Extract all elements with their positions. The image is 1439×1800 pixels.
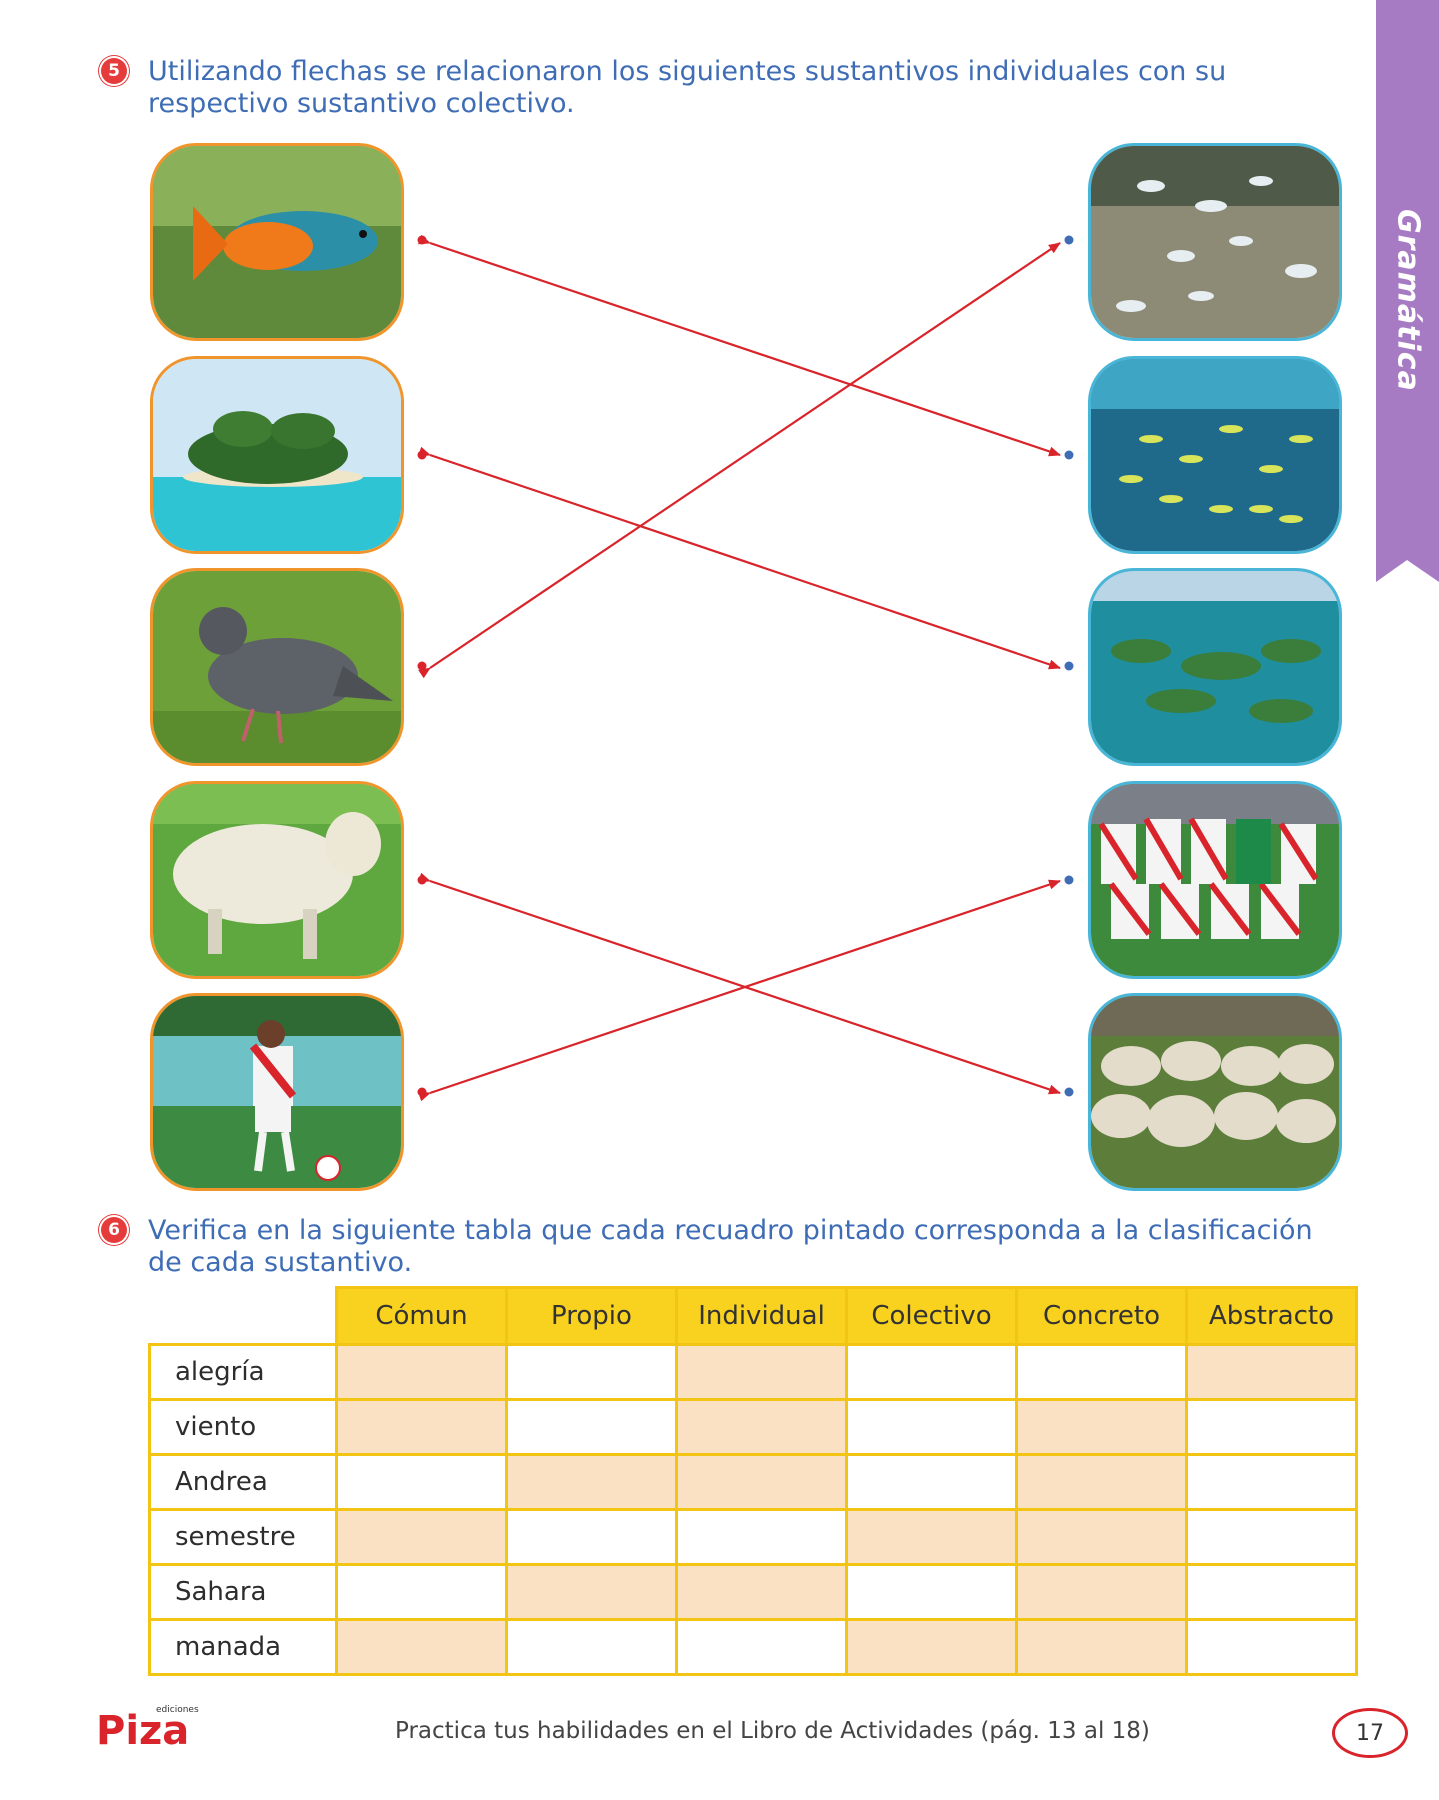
row-word: Andrea (148, 1453, 338, 1511)
header-colectivo: Colectivo (845, 1286, 1018, 1346)
cell-filled[interactable] (845, 1508, 1018, 1566)
cell-empty[interactable] (505, 1508, 678, 1566)
cell-filled[interactable] (505, 1563, 678, 1621)
cell-empty[interactable] (845, 1343, 1018, 1401)
cell-empty[interactable] (845, 1453, 1018, 1511)
cell-filled[interactable] (505, 1453, 678, 1511)
question-6-number: 6 (101, 1217, 127, 1243)
cell-empty[interactable] (1185, 1618, 1358, 1676)
cell-empty[interactable] (1185, 1453, 1358, 1511)
row-word: Sahara (148, 1563, 338, 1621)
question-6-text: Verifica en la siguiente tabla que cada … (148, 1215, 1313, 1278)
pigeon-image (150, 568, 404, 766)
school-of-fish-image (1088, 356, 1342, 554)
table-row: semestre (148, 1508, 1358, 1566)
island-image (150, 356, 404, 554)
cell-filled[interactable] (1185, 1343, 1358, 1401)
svg-text:Piza: Piza (96, 1708, 189, 1750)
left-dot (417, 1087, 427, 1097)
left-dot (417, 235, 427, 245)
table-corner (149, 1287, 338, 1346)
cell-filled[interactable] (335, 1398, 508, 1456)
cell-filled[interactable] (335, 1618, 508, 1676)
soccer-player-image (150, 993, 404, 1191)
cell-filled[interactable] (1015, 1398, 1188, 1456)
page-number: 17 (1332, 1708, 1408, 1758)
archipelago-image (1088, 568, 1342, 766)
cell-empty[interactable] (505, 1618, 678, 1676)
svg-text:ediciones: ediciones (156, 1705, 199, 1715)
sheep-image (150, 781, 404, 979)
right-dot (1064, 235, 1074, 245)
table-row: viento (148, 1398, 1358, 1456)
cell-empty[interactable] (335, 1563, 508, 1621)
footer-text: Practica tus habilidades en el Libro de … (395, 1718, 1150, 1744)
header-comun: Cómun (335, 1286, 508, 1346)
cell-empty[interactable] (675, 1508, 848, 1566)
cell-empty[interactable] (845, 1398, 1018, 1456)
header-individual: Individual (675, 1286, 848, 1346)
classification-table: Cómun Propio Individual Colectivo Concre… (148, 1286, 1358, 1676)
row-word: manada (148, 1618, 338, 1676)
row-word: semestre (148, 1508, 338, 1566)
left-dot (417, 450, 427, 460)
right-dot (1064, 661, 1074, 671)
cell-filled[interactable] (675, 1453, 848, 1511)
cell-empty[interactable] (505, 1343, 678, 1401)
row-word: alegría (148, 1343, 338, 1401)
arrow-island-to-archipelago (417, 446, 1061, 670)
left-dot (417, 661, 427, 671)
piza-logo: ediciones Piza (96, 1705, 199, 1750)
table-row: manada (148, 1618, 1358, 1676)
cell-filled[interactable] (845, 1618, 1018, 1676)
section-tab (1376, 0, 1439, 560)
cell-filled[interactable] (1015, 1453, 1188, 1511)
fish-image (150, 143, 404, 341)
cell-empty[interactable] (845, 1563, 1018, 1621)
cell-empty[interactable] (1185, 1563, 1358, 1621)
table-header-row: Cómun Propio Individual Colectivo Concre… (149, 1286, 1358, 1346)
cell-filled[interactable] (335, 1508, 508, 1566)
soccer-team-image (1088, 781, 1342, 979)
left-dot (417, 875, 427, 885)
right-dot (1064, 875, 1074, 885)
table-row: alegría (148, 1343, 1358, 1401)
question-5-number: 5 (101, 58, 127, 84)
cell-filled[interactable] (1015, 1508, 1188, 1566)
table-row: Sahara (148, 1563, 1358, 1621)
cell-empty[interactable] (675, 1618, 848, 1676)
right-dot (1064, 450, 1074, 460)
cell-filled[interactable] (335, 1343, 508, 1401)
right-dot (1064, 1087, 1074, 1097)
row-word: viento (148, 1398, 338, 1456)
cell-empty[interactable] (1185, 1398, 1358, 1456)
arrow-player-to-team (417, 879, 1061, 1102)
cell-filled[interactable] (675, 1398, 848, 1456)
question-5-text: Utilizando flechas se relacionaron los s… (148, 56, 1227, 119)
cell-filled[interactable] (1015, 1563, 1188, 1621)
section-tab-ribbon-end (1376, 560, 1439, 582)
cell-filled[interactable] (675, 1563, 848, 1621)
header-concreto: Concreto (1015, 1286, 1188, 1346)
header-propio: Propio (505, 1286, 678, 1346)
arrow-pigeon-to-birds (418, 242, 1061, 679)
header-abstracto: Abstracto (1185, 1286, 1358, 1346)
cell-empty[interactable] (335, 1453, 508, 1511)
flock-of-birds-image (1088, 143, 1342, 341)
cell-empty[interactable] (1185, 1508, 1358, 1566)
table-row: Andrea (148, 1453, 1358, 1511)
cell-empty[interactable] (505, 1398, 678, 1456)
cell-filled[interactable] (675, 1343, 848, 1401)
arrow-fish-to-school (417, 234, 1061, 457)
cell-empty[interactable] (1015, 1343, 1188, 1401)
cell-filled[interactable] (1015, 1618, 1188, 1676)
section-tab-label: Gramática (1390, 208, 1426, 392)
flock-of-sheep-image (1088, 993, 1342, 1191)
